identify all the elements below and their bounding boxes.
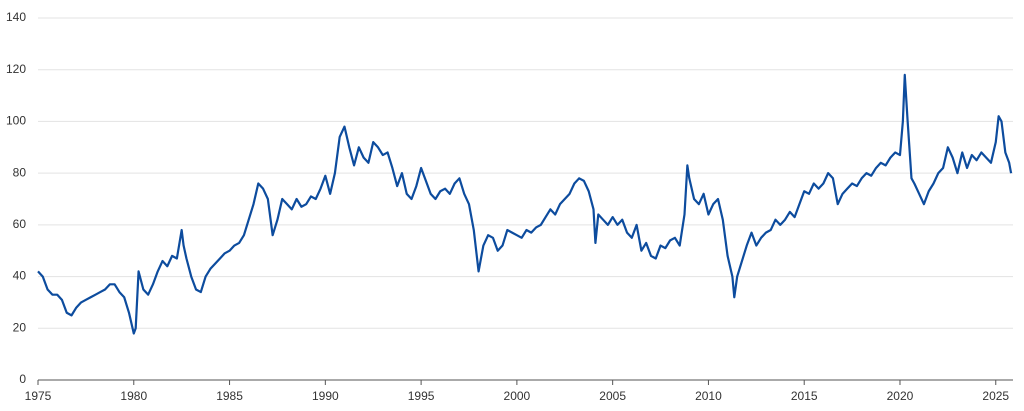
x-tick-label: 1975 xyxy=(25,389,52,403)
y-tick-label: 140 xyxy=(6,10,26,24)
y-tick-label: 40 xyxy=(13,269,27,283)
y-tick-label: 100 xyxy=(6,114,26,128)
x-tick-label: 1990 xyxy=(312,389,339,403)
x-tick-label: 2020 xyxy=(887,389,914,403)
x-tick-label: 2025 xyxy=(982,389,1009,403)
x-tick-label: 2005 xyxy=(599,389,626,403)
y-tick-label: 20 xyxy=(13,320,27,334)
y-tick-label: 80 xyxy=(13,165,27,179)
y-tick-label: 120 xyxy=(6,62,26,76)
x-tick-label: 1985 xyxy=(216,389,243,403)
x-tick-label: 2010 xyxy=(695,389,722,403)
y-tick-label: 60 xyxy=(13,217,27,231)
y-tick-label: 0 xyxy=(19,372,26,386)
data-line xyxy=(37,73,1013,335)
x-tick-label: 1980 xyxy=(120,389,147,403)
x-tick-label: 1995 xyxy=(408,389,435,403)
x-tick-label: 2000 xyxy=(504,389,531,403)
x-tick-label: 2015 xyxy=(791,389,818,403)
